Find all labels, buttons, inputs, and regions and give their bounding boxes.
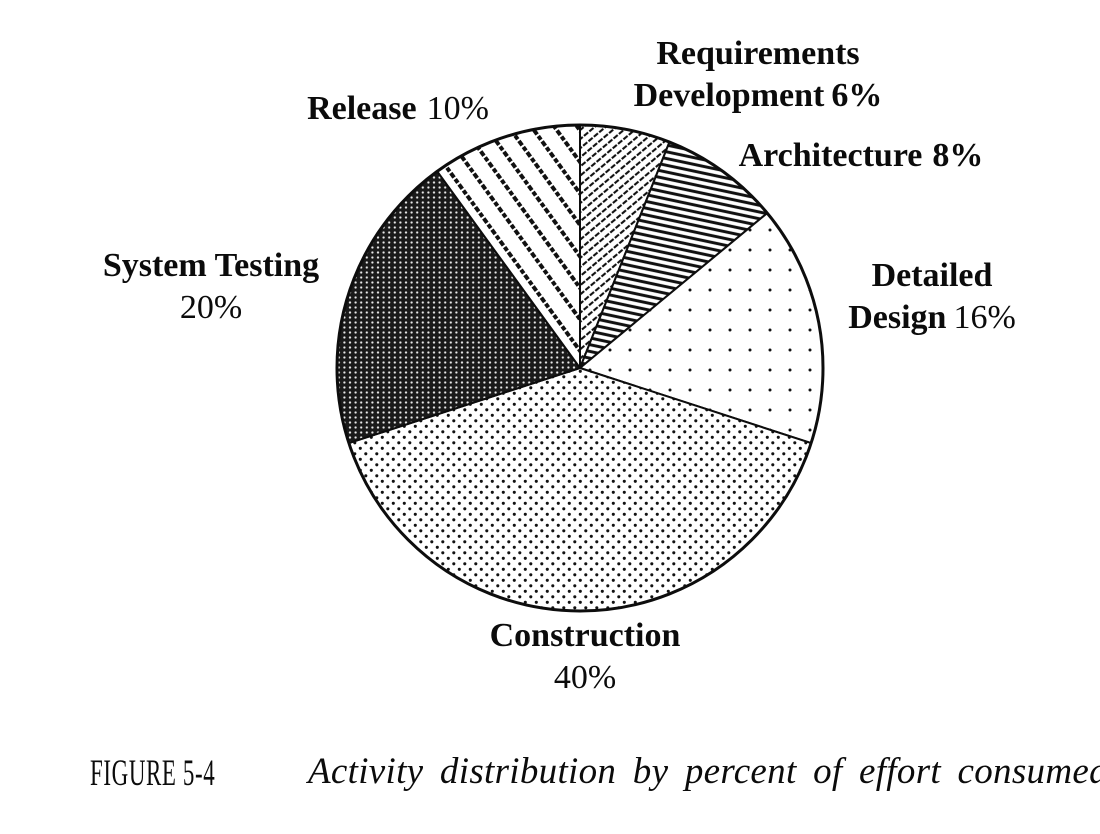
label-release-name: Release	[307, 90, 417, 127]
label-construction: Construction 40%	[490, 615, 681, 699]
figure-caption-text: Activity distribution by percent of effo…	[308, 751, 1100, 792]
label-detailed-design-line1: Detailed	[871, 257, 993, 294]
label-construction-name: Construction	[489, 617, 681, 654]
label-detailed-design-line2: Design	[848, 299, 947, 336]
label-detailed-design-pct: 16%	[953, 299, 1016, 336]
label-detailed-design: Detailed Design 16%	[848, 255, 1016, 339]
label-release: Release 10%	[307, 88, 489, 130]
figure-caption-label: FIGURE 5-4	[90, 753, 216, 794]
label-requirements-line2: Development	[633, 77, 825, 114]
label-requirements-line1: Requirements	[656, 35, 860, 72]
label-architecture: Architecture 8%	[739, 135, 984, 177]
pie-outline	[335, 123, 825, 613]
label-construction-pct: 40%	[553, 659, 617, 696]
label-system-testing-pct: 20%	[179, 289, 243, 326]
label-requirements-development: Requirements Development 6%	[634, 33, 883, 117]
label-architecture-pct: 8%	[932, 137, 984, 174]
label-architecture-name: Architecture	[738, 137, 923, 174]
label-release-pct: 10%	[426, 90, 489, 127]
label-requirements-pct: 6%	[831, 77, 883, 114]
label-system-testing-name: System Testing	[102, 247, 320, 284]
label-system-testing: System Testing 20%	[103, 245, 319, 329]
